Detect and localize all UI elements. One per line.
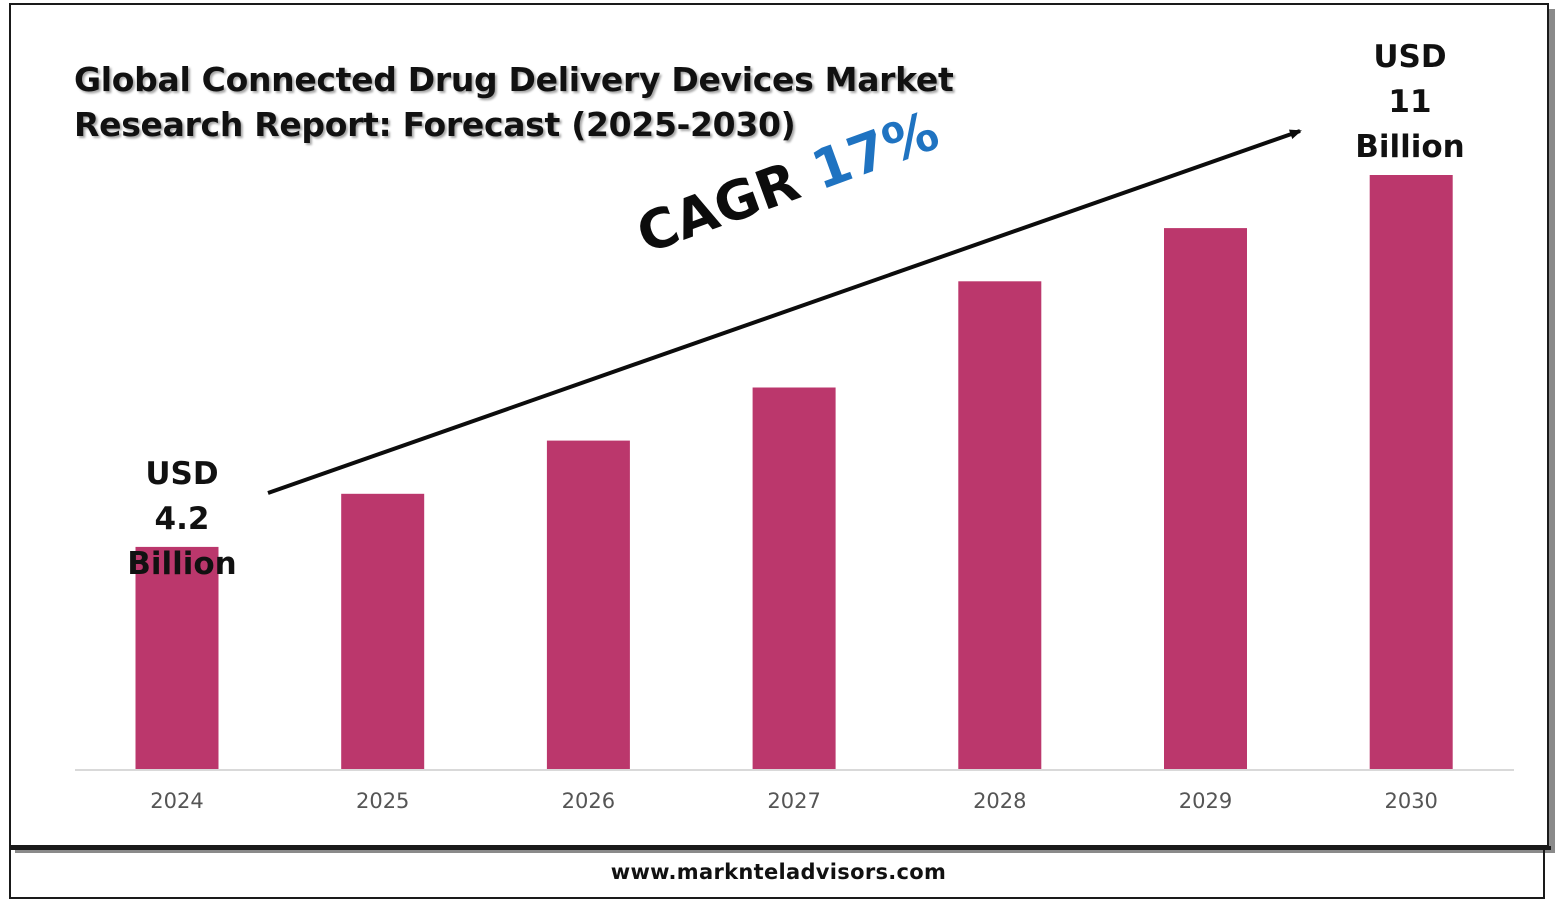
- website-link[interactable]: www.marknteladvisors.com: [610, 860, 947, 884]
- bar-2027: [752, 387, 836, 770]
- bar-2024: [135, 546, 219, 770]
- x-tick-label-2028: 2028: [973, 789, 1026, 813]
- start-callout-value: 4.2: [154, 501, 210, 537]
- x-tick-label-2027: 2027: [767, 789, 820, 813]
- footer-divider: [9, 846, 1551, 850]
- chart-title: Global Connected Drug Delivery Devices M…: [74, 57, 954, 147]
- x-tick-label-2030: 2030: [1384, 789, 1437, 813]
- end-value-callout: USD 11 Billion: [1340, 35, 1480, 170]
- end-callout-currency: USD: [1373, 39, 1447, 75]
- growth-arrow: [267, 129, 1302, 495]
- x-tick-label-2025: 2025: [356, 789, 409, 813]
- bars-layer: [135, 175, 1453, 771]
- start-callout-unit: Billion: [127, 546, 237, 582]
- chart-title-line-2: Research Report: Forecast (2025-2030): [74, 105, 796, 144]
- bar-2026: [546, 440, 630, 770]
- x-tick-label-2029: 2029: [1179, 789, 1232, 813]
- bar-2029: [1164, 228, 1247, 771]
- footer-box: [9, 849, 1545, 899]
- end-callout-unit: Billion: [1355, 129, 1465, 165]
- bar-2030: [1369, 175, 1453, 770]
- x-tick-label-2026: 2026: [562, 789, 615, 813]
- chart-title-line-1: Global Connected Drug Delivery Devices M…: [74, 60, 954, 99]
- start-value-callout: USD 4.2 Billion: [117, 452, 247, 587]
- bar-2028: [958, 281, 1042, 770]
- end-callout-value: 11: [1388, 84, 1432, 120]
- x-tick-labels: 2024 2025 2026 2027 2028 2029 2030: [150, 789, 1438, 813]
- bar-2025: [341, 493, 425, 771]
- start-callout-currency: USD: [145, 456, 219, 492]
- x-tick-label-2024: 2024: [150, 789, 203, 813]
